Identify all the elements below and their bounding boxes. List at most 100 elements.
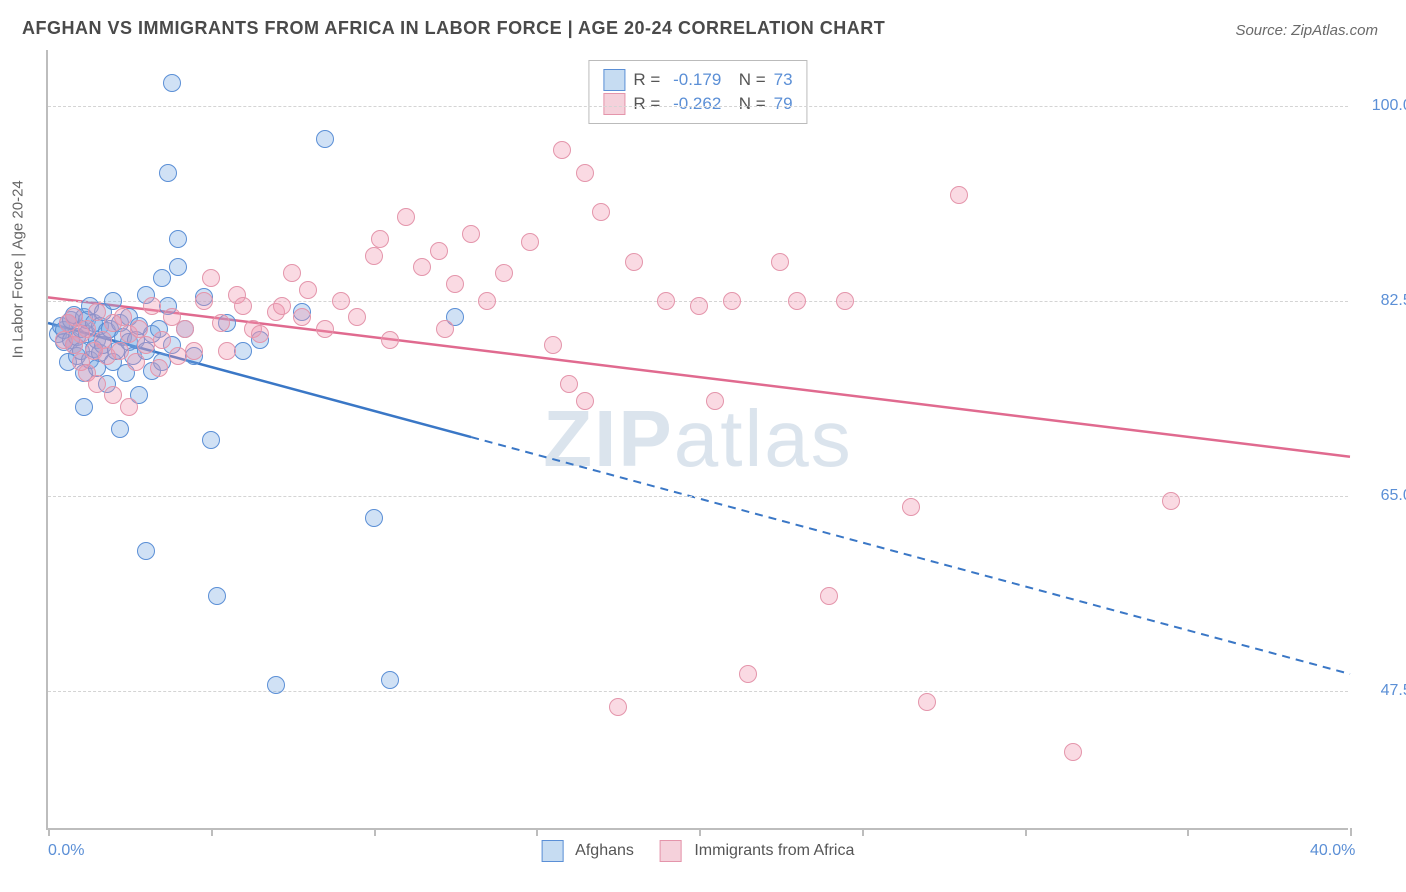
data-point (104, 292, 122, 310)
data-point (202, 269, 220, 287)
data-point (771, 253, 789, 271)
data-point (195, 292, 213, 310)
data-point (495, 264, 513, 282)
data-point (820, 587, 838, 605)
data-point (397, 208, 415, 226)
legend-stats-row: R = -0.179 N = 73 (603, 69, 792, 91)
data-point (521, 233, 539, 251)
data-point (212, 314, 230, 332)
data-point (176, 320, 194, 338)
data-point (657, 292, 675, 310)
data-point (381, 671, 399, 689)
data-point (592, 203, 610, 221)
data-point (111, 420, 129, 438)
data-point (153, 331, 171, 349)
data-point (446, 275, 464, 293)
data-point (234, 297, 252, 315)
x-tick (48, 828, 50, 836)
data-point (478, 292, 496, 310)
data-point (111, 342, 129, 360)
data-point (316, 320, 334, 338)
data-point (159, 164, 177, 182)
data-point (153, 269, 171, 287)
data-point (169, 258, 187, 276)
gridline-h (48, 106, 1348, 107)
x-tick-label: 0.0% (48, 842, 84, 860)
data-point (625, 253, 643, 271)
y-tick-label: 65.0% (1381, 487, 1406, 505)
y-tick-label: 82.5% (1381, 292, 1406, 310)
legend-swatch (603, 69, 625, 91)
data-point (1162, 492, 1180, 510)
trend-lines (48, 50, 1348, 828)
data-point (544, 336, 562, 354)
data-point (208, 587, 226, 605)
data-point (273, 297, 291, 315)
data-point (316, 130, 334, 148)
x-tick (862, 828, 864, 836)
y-axis-title: In Labor Force | Age 20-24 (10, 180, 27, 358)
data-point (234, 342, 252, 360)
x-tick (211, 828, 213, 836)
data-point (163, 74, 181, 92)
legend-stats: R = -0.179 N = 73 R = -0.262 N = 79 (588, 60, 807, 124)
data-point (251, 325, 269, 343)
legend-label: Afghans (575, 842, 634, 859)
x-tick (374, 828, 376, 836)
data-point (218, 342, 236, 360)
data-point (130, 320, 148, 338)
r-value: -0.179 (673, 70, 721, 90)
data-point (576, 164, 594, 182)
x-tick-label: 40.0% (1310, 842, 1355, 860)
data-point (104, 386, 122, 404)
data-point (94, 331, 112, 349)
data-point (788, 292, 806, 310)
legend-swatch (660, 840, 682, 862)
legend-swatch (603, 93, 625, 115)
data-point (836, 292, 854, 310)
data-point (690, 297, 708, 315)
data-point (430, 242, 448, 260)
r-value: -0.262 (673, 94, 721, 114)
chart-container: AFGHAN VS IMMIGRANTS FROM AFRICA IN LABO… (0, 0, 1406, 892)
y-tick-label: 47.5% (1381, 682, 1406, 700)
x-tick (1187, 828, 1189, 836)
gridline-h (48, 496, 1348, 497)
legend-label: Immigrants from Africa (694, 842, 854, 859)
legend-item: Afghans (542, 840, 634, 862)
y-tick-label: 100.0% (1372, 97, 1406, 115)
data-point (143, 297, 161, 315)
data-point (267, 676, 285, 694)
data-point (299, 281, 317, 299)
data-point (609, 698, 627, 716)
legend-stats-row: R = -0.262 N = 79 (603, 93, 792, 115)
data-point (739, 665, 757, 683)
x-tick (699, 828, 701, 836)
data-point (88, 303, 106, 321)
data-point (950, 186, 968, 204)
data-point (137, 542, 155, 560)
data-point (150, 359, 168, 377)
data-point (114, 308, 132, 326)
data-point (553, 141, 571, 159)
data-point (283, 264, 301, 282)
plot-area: In Labor Force | Age 20-24 ZIPatlas R = … (46, 50, 1348, 830)
x-tick (1025, 828, 1027, 836)
data-point (576, 392, 594, 410)
x-tick (536, 828, 538, 836)
data-point (902, 498, 920, 516)
gridline-h (48, 691, 1348, 692)
data-point (75, 398, 93, 416)
data-point (78, 320, 96, 338)
source-label: Source: ZipAtlas.com (1235, 22, 1378, 39)
legend-item: Immigrants from Africa (660, 840, 854, 862)
data-point (381, 331, 399, 349)
n-value: 73 (774, 70, 793, 90)
data-point (120, 398, 138, 416)
data-point (1064, 743, 1082, 761)
data-point (365, 247, 383, 265)
n-value: 79 (774, 94, 793, 114)
legend-series: Afghans Immigrants from Africa (542, 840, 855, 862)
data-point (202, 431, 220, 449)
data-point (706, 392, 724, 410)
